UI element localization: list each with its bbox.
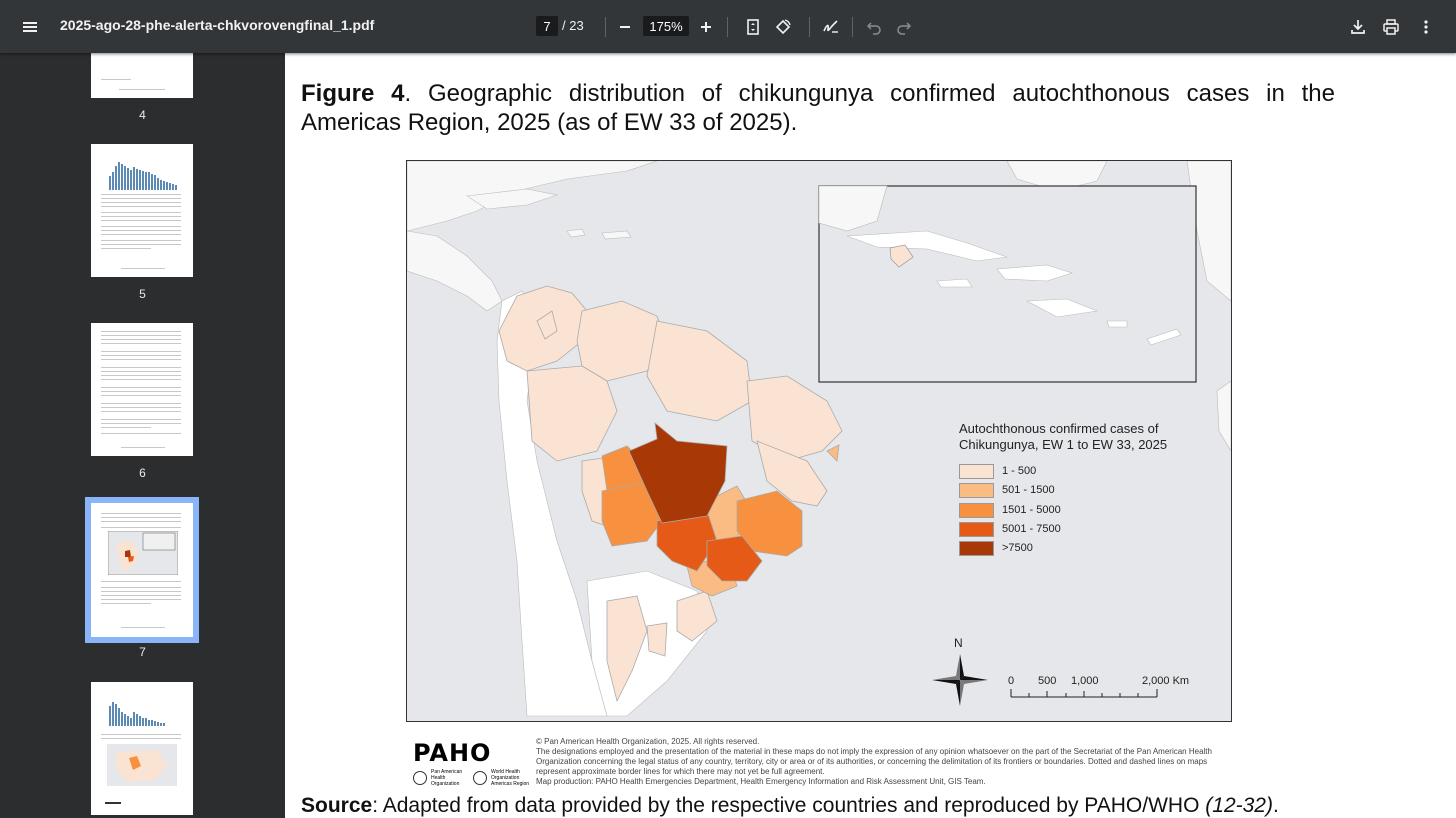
menu-icon[interactable] <box>14 11 46 43</box>
paho-emblem-icon <box>413 771 427 785</box>
who-emblem-icon <box>473 771 487 785</box>
toolbar-divider <box>727 17 728 37</box>
source-reference: (12-32) <box>1205 794 1273 817</box>
legend-item: >7500 <box>959 540 1033 556</box>
thumbnail-page-number: 7 <box>139 645 146 659</box>
page-thumbnail-5[interactable] <box>91 144 193 277</box>
pdf-toolbar: 2025-ago-28-phe-alerta-chkvorovengfinal_… <box>0 0 1456 53</box>
thumbnail-page-number: 4 <box>139 108 146 122</box>
who-subtitle: World Health Organization Americas Regio… <box>491 769 530 787</box>
undo-icon[interactable] <box>858 11 890 43</box>
page-number-input[interactable]: 7 <box>536 16 558 36</box>
scale-label: 0 <box>1008 675 1015 687</box>
figure-caption: Figure 4. Geographic distribution of chi… <box>301 79 1335 108</box>
thumbnail-bar-chart <box>109 162 177 190</box>
figure-caption-text: . Geographic distribution of chikungunya… <box>404 80 1336 107</box>
legend-swatch <box>959 540 994 556</box>
source-text: : Adapted from data provided by the resp… <box>372 794 1206 817</box>
zoom-level[interactable]: 175% <box>643 16 689 36</box>
download-icon[interactable] <box>1342 11 1374 43</box>
disclaimer-production: Map production: PAHO Health Emergencies … <box>536 777 986 786</box>
zoom-in-icon[interactable] <box>690 11 722 43</box>
legend-item: 501 - 1500 <box>959 482 1055 498</box>
scale-label: 2,000 Km <box>1142 675 1190 687</box>
toolbar-divider <box>605 17 606 37</box>
document-title: 2025-ago-28-phe-alerta-chkvorovengfinal_… <box>60 17 375 33</box>
thumbnail-map <box>107 744 177 786</box>
thumbnail-bar-chart <box>109 702 165 726</box>
figure-label: Figure 4 <box>301 80 405 107</box>
page-thumbnail-8[interactable] <box>91 682 193 815</box>
legend-label: 1501 - 5000 <box>1002 504 1061 516</box>
chikungunya-map: Autochthonous confirmed cases of Chikung… <box>406 160 1232 722</box>
disclaimer-text: The designations employed and the presen… <box>536 747 1212 776</box>
thumbnail-map <box>108 531 178 575</box>
thumbnail-page-number: 6 <box>139 466 146 480</box>
legend-title-line2: Chikungunya, EW 1 to EW 33, 2025 <box>959 437 1168 452</box>
paho-logo: PAHO Pan American Health Organization Wo… <box>413 739 531 787</box>
page-total: / 23 <box>562 18 584 33</box>
north-arrow-label: N <box>954 636 963 650</box>
paho-logo-text: PAHO <box>413 739 492 767</box>
thumbnail-page-number: 5 <box>139 287 146 301</box>
legend-title: Autochthonous confirmed cases of Chikung… <box>959 421 1167 453</box>
legend-swatch <box>959 502 994 518</box>
map-disclaimer: © Pan American Health Organization, 2025… <box>536 737 1231 787</box>
paho-subtitle: Pan American Health Organization <box>431 769 463 787</box>
legend-swatch <box>959 463 994 479</box>
thumbnail-sidebar[interactable]: 4 5 6 7 <box>0 53 285 818</box>
scale-label: 1,000 <box>1071 675 1099 687</box>
scale-label: 500 <box>1038 675 1057 687</box>
legend-item: 1 - 500 <box>959 463 1037 479</box>
figure-caption-line2: Americas Region, 2025 (as of EW 33 of 20… <box>301 109 798 136</box>
toolbar-divider <box>852 17 853 37</box>
legend-label: 501 - 1500 <box>1002 484 1055 496</box>
pdf-page: Figure 4. Geographic distribution of chi… <box>285 53 1456 818</box>
page-thumbnail-6[interactable] <box>91 323 193 456</box>
source-label: Source <box>301 794 373 817</box>
redo-icon[interactable] <box>888 11 920 43</box>
toolbar-divider <box>809 17 810 37</box>
fit-page-icon[interactable] <box>737 11 769 43</box>
legend-title-line1: Autochthonous confirmed cases of <box>959 421 1159 436</box>
legend-label: >7500 <box>1002 542 1033 554</box>
rotate-icon[interactable] <box>767 11 799 43</box>
legend-label: 5001 - 7500 <box>1002 523 1061 535</box>
legend-item: 5001 - 7500 <box>959 521 1061 537</box>
annotate-icon[interactable] <box>815 11 847 43</box>
source-end: . <box>1272 794 1279 817</box>
print-icon[interactable] <box>1375 11 1407 43</box>
map-graphic <box>407 161 1231 717</box>
legend-label: 1 - 500 <box>1002 465 1037 477</box>
zoom-out-icon[interactable] <box>609 11 641 43</box>
page-thumbnail-4[interactable] <box>91 53 193 98</box>
document-viewer[interactable]: Figure 4. Geographic distribution of chi… <box>285 53 1456 818</box>
disclaimer-copyright: © Pan American Health Organization, 2025… <box>536 737 760 746</box>
legend-item: 1501 - 5000 <box>959 502 1061 518</box>
legend-swatch <box>959 482 994 498</box>
legend-swatch <box>959 521 994 537</box>
page-thumbnail-7[interactable] <box>91 503 193 637</box>
source-note: Source: Adapted from data provided by th… <box>301 794 1279 818</box>
more-icon[interactable] <box>1410 11 1442 43</box>
